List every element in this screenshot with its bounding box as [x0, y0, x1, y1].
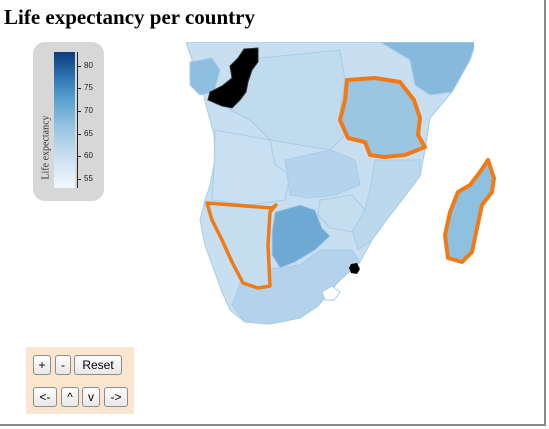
- map-region-zimbabwe[interactable]: [317, 194, 366, 233]
- map-region-botswana[interactable]: [271, 204, 331, 269]
- legend-tick-label: 80: [84, 60, 93, 70]
- map-controls: + - Reset <- ^ v ->: [26, 347, 134, 414]
- map-region-tanzania[interactable]: [338, 76, 427, 159]
- map-region-congo[interactable]: [207, 47, 259, 109]
- legend-tick: [77, 88, 81, 90]
- legend-tick-label: 60: [84, 151, 93, 161]
- map-region-south-africa[interactable]: [231, 249, 361, 325]
- reset-button[interactable]: Reset: [74, 355, 122, 375]
- zoom-out-button[interactable]: -: [55, 355, 71, 375]
- legend-tick-label: 70: [84, 105, 93, 115]
- legend-tick: [77, 110, 81, 112]
- map-region-angola[interactable]: [211, 129, 291, 206]
- pan-right-button[interactable]: ->: [104, 387, 128, 407]
- legend-tick: [77, 156, 81, 158]
- page-title: Life expectancy per country: [4, 5, 255, 29]
- legend-axis: [77, 52, 78, 188]
- pan-up-button[interactable]: ^: [61, 387, 79, 407]
- legend: Life expectancy 80 75 70 65 60 55: [33, 42, 104, 201]
- zoom-in-button[interactable]: +: [33, 355, 51, 375]
- legend-tick-label: 65: [84, 128, 93, 138]
- legend-tick: [77, 65, 81, 67]
- map-region-zambia[interactable]: [284, 149, 361, 199]
- map-region-namibia[interactable]: [205, 201, 278, 290]
- legend-tick: [77, 133, 81, 135]
- legend-tick-label: 75: [84, 83, 93, 93]
- map-region-lesotho[interactable]: [321, 285, 341, 301]
- map-region-mozambique[interactable]: [351, 159, 421, 251]
- map-region-swaziland[interactable]: [349, 263, 360, 274]
- legend-tick: [77, 178, 81, 180]
- pan-left-button[interactable]: <-: [33, 387, 57, 407]
- pan-down-button[interactable]: v: [82, 387, 100, 407]
- legend-color-scale: [54, 52, 75, 188]
- legend-title: Life expectancy: [40, 115, 52, 180]
- legend-tick-label: 55: [84, 173, 93, 183]
- map-region-madagascar[interactable]: [443, 158, 496, 264]
